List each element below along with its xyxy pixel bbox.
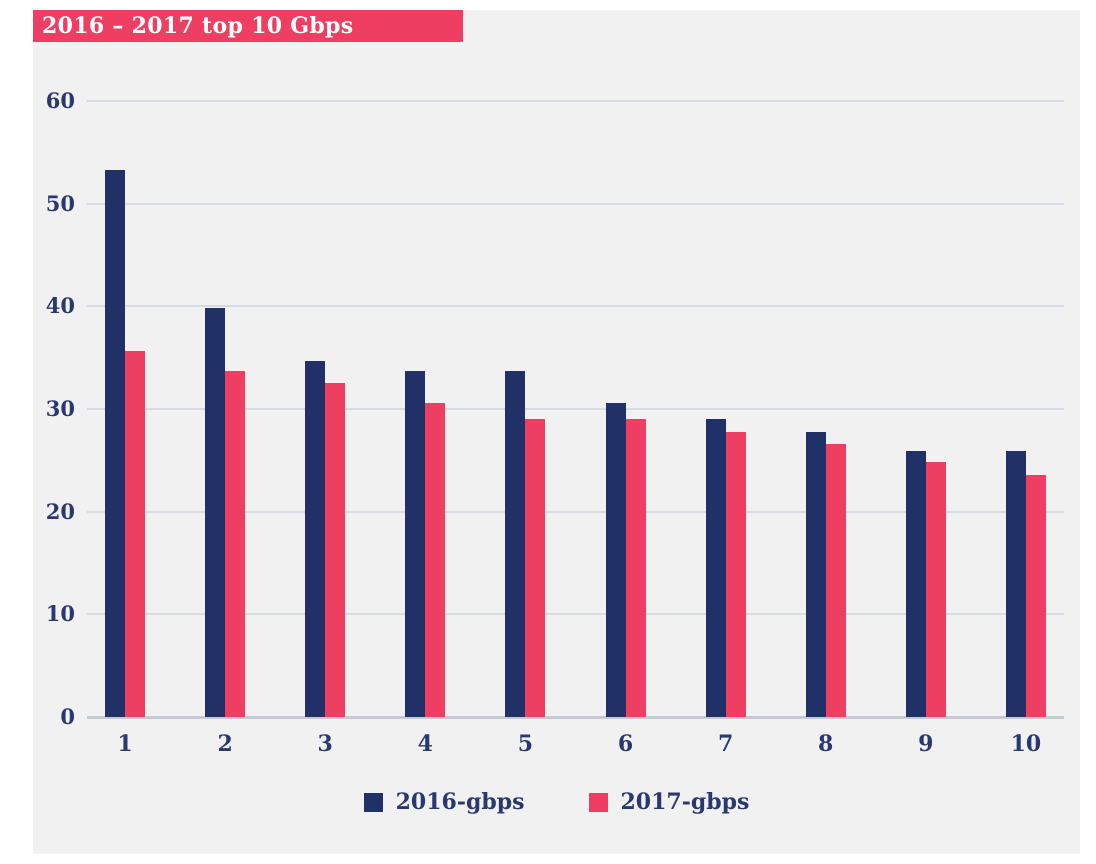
legend-item-2016-gbps: 2016-gbps (363, 789, 525, 815)
gridline (87, 510, 1064, 513)
legend-swatch-2017-gbps (588, 792, 608, 812)
bar-2017-gbps-6 (625, 419, 646, 717)
gridline (87, 202, 1064, 205)
y-tick-label: 50 (45, 190, 75, 216)
legend-label-2017-gbps: 2017-gbps (620, 789, 750, 815)
bar-2017-gbps-5 (525, 419, 546, 717)
y-tick-label: 10 (45, 601, 75, 627)
bar-2016-gbps-1 (105, 169, 125, 717)
x-axis-line (87, 716, 1064, 719)
x-tick-label: 10 (1010, 731, 1042, 757)
bar-2016-gbps-5 (505, 371, 526, 717)
bar-2016-gbps-9 (905, 451, 926, 717)
y-tick-label: 0 (60, 704, 75, 729)
chart-panel: 0 10 20 30 40 50 60 1 2 3 4 5 6 7 8 9 10 2016-gbps 2017-… (33, 10, 1080, 854)
bar-2017-gbps-1 (125, 350, 145, 717)
x-tick-label: 3 (317, 731, 333, 757)
x-tick-label: 5 (517, 731, 534, 757)
bar-2016-gbps-6 (605, 402, 626, 717)
x-tick-label: 2 (217, 731, 233, 757)
bar-2017-gbps-8 (825, 443, 846, 717)
chart-title: 2016 – 2017 top 10 Gbps (42, 13, 354, 39)
bar-2016-gbps-4 (405, 371, 426, 717)
y-tick-label: 40 (45, 293, 75, 319)
gridline (87, 613, 1064, 616)
legend-swatch-2016-gbps (363, 792, 383, 812)
bar-2017-gbps-10 (1025, 474, 1046, 717)
x-tick-label: 4 (417, 731, 433, 757)
bar-2017-gbps-7 (725, 431, 746, 717)
gridline (87, 100, 1064, 102)
gridline (87, 305, 1064, 308)
bar-2016-gbps-7 (705, 419, 726, 717)
legend-label-2016-gbps: 2016-gbps (395, 789, 525, 815)
x-tick-label: 6 (617, 731, 634, 757)
x-tick-label: 7 (717, 731, 734, 757)
chart-title-bar: 2016 – 2017 top 10 Gbps (33, 10, 463, 42)
x-tick-label: 8 (818, 731, 834, 757)
bar-2016-gbps-8 (805, 431, 826, 717)
gridline (87, 408, 1064, 410)
bar-2017-gbps-9 (925, 462, 946, 717)
bar-2017-gbps-3 (325, 383, 346, 717)
bar-2016-gbps-2 (205, 308, 226, 717)
legend-item-2017-gbps: 2017-gbps (588, 789, 750, 815)
y-tick-label: 20 (45, 498, 75, 524)
bar-2016-gbps-10 (1005, 451, 1026, 717)
y-tick-label: 60 (45, 88, 75, 113)
bar-2017-gbps-2 (225, 371, 246, 717)
bar-2017-gbps-4 (425, 402, 446, 717)
legend: 2016-gbps 2017-gbps (33, 791, 1080, 813)
x-tick-label: 9 (918, 731, 934, 757)
bar-2016-gbps-3 (305, 360, 326, 717)
y-tick-label: 30 (45, 396, 75, 421)
x-tick-label: 1 (117, 731, 133, 757)
